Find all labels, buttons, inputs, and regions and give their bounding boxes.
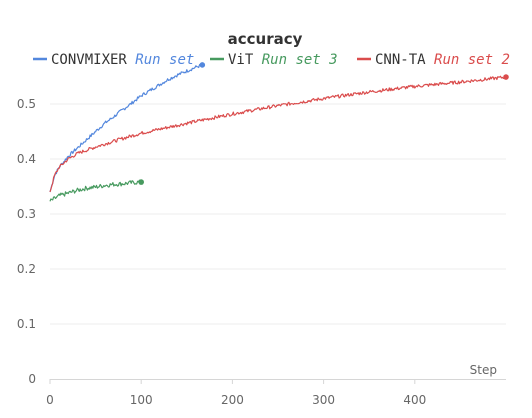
- legend-item: CNN-TA Run set 2: [357, 52, 510, 68]
- y-tick-label: 0.3: [17, 207, 36, 221]
- legend-run-set: Run set 3: [262, 52, 338, 68]
- legend-label: CONVMIXER Run set: [51, 52, 194, 68]
- legend-series-name: CNN-TA: [375, 52, 426, 68]
- legend-run-set: Run set: [135, 52, 194, 68]
- y-tick-label: 0.5: [17, 97, 36, 111]
- y-tick-label: 0: [28, 372, 36, 386]
- legend-item: CONVMIXER Run set: [33, 52, 194, 68]
- y-tick-label: 0.2: [17, 262, 36, 276]
- x-tick-label: 400: [403, 393, 426, 407]
- series-line: [49, 75, 507, 193]
- grid-lines: [50, 103, 506, 325]
- x-tick-label: 0: [46, 393, 54, 407]
- legend-series-name: ViT: [228, 52, 254, 68]
- x-tick-label: 100: [130, 393, 153, 407]
- series-convmixer: [49, 62, 206, 193]
- series-endpoint: [138, 179, 144, 185]
- chart-title: accuracy: [228, 30, 303, 48]
- legend-series-name: CONVMIXER: [51, 52, 127, 68]
- legend-space: [426, 52, 434, 68]
- series-vit: [49, 179, 144, 202]
- y-tick-label: 0.4: [17, 152, 36, 166]
- legend-run-set: Run set 2: [434, 52, 510, 68]
- legend-label: ViT Run set 3: [228, 52, 338, 68]
- series-endpoint: [199, 62, 206, 68]
- series-line: [49, 63, 203, 193]
- x-tick-label: 200: [221, 393, 244, 407]
- legend-label: CNN-TA Run set 2: [375, 52, 510, 68]
- x-tick-label: 300: [312, 393, 335, 407]
- legend: CONVMIXER Run set ViT Run set 3 CNN-TA Run…: [33, 52, 510, 68]
- x-axis-label: Step: [470, 363, 497, 377]
- series-endpoint: [503, 74, 509, 80]
- legend-space: [253, 52, 261, 68]
- series-lines: [49, 62, 509, 202]
- y-axis-ticks: 0 0.1 0.2 0.3 0.4 0.5: [17, 97, 36, 386]
- legend-space: [127, 52, 135, 68]
- y-tick-label: 0.1: [17, 317, 36, 331]
- legend-item: ViT Run set 3: [210, 52, 338, 68]
- series-line: [49, 179, 142, 202]
- x-axis-ticks: 0 100 200 300 400: [46, 379, 426, 407]
- series-cnn-ta: [49, 74, 509, 193]
